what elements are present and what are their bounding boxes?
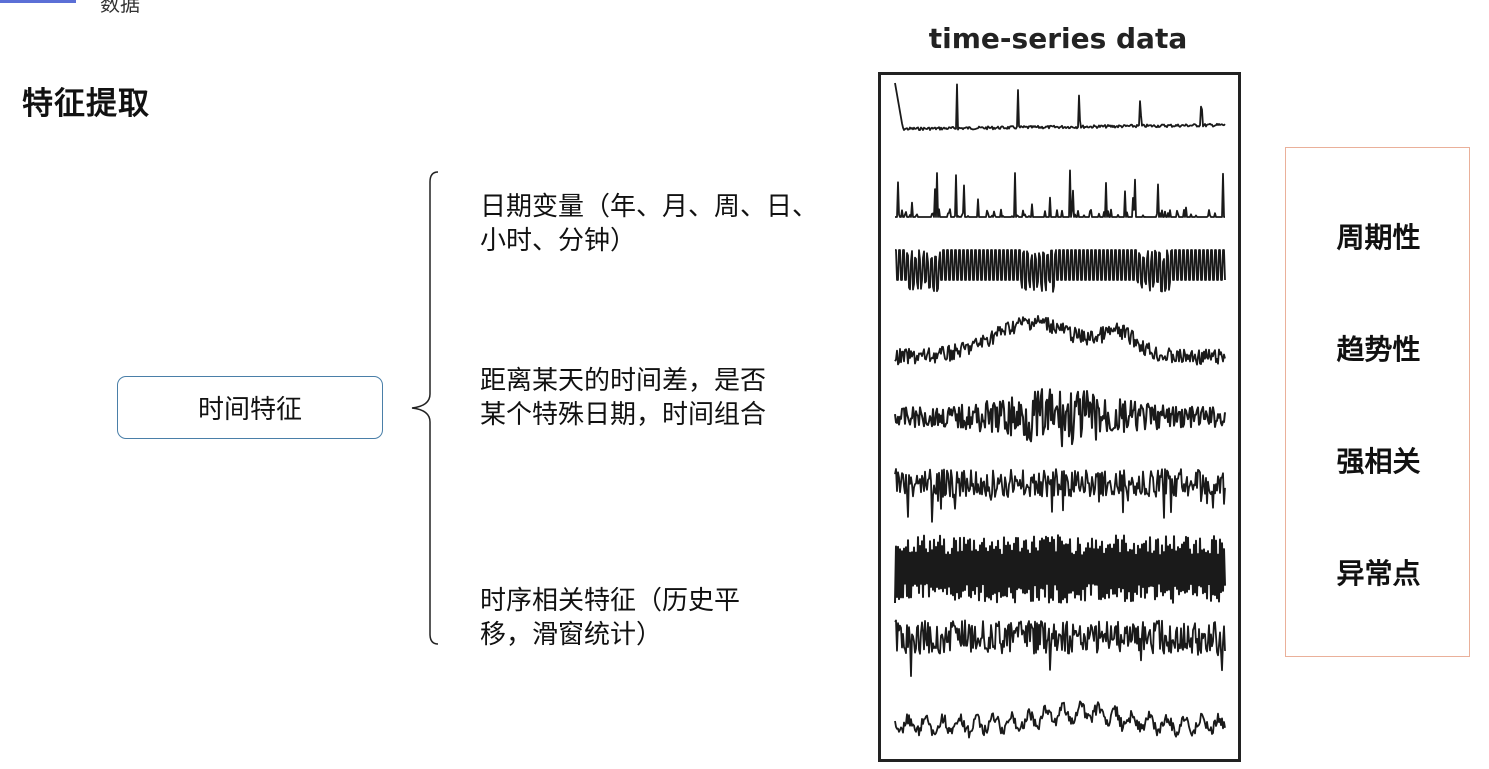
waveform-8 (894, 619, 1226, 677)
property-trend: 趋势性 (1336, 333, 1421, 366)
time-series-panel (878, 72, 1241, 762)
chart-title: time-series data (928, 22, 1188, 55)
root-node-label: 时间特征 (197, 395, 302, 425)
waveform-1 (894, 82, 1226, 131)
branch-line: 距离某天的时间差，是否 (480, 366, 767, 396)
top-tab-text: 数据 (100, 0, 140, 16)
waveform-3 (895, 249, 1226, 293)
waveform-9 (894, 700, 1226, 739)
branch-time-difference: 距离某天的时间差，是否 某个特殊日期，时间组合 (480, 364, 766, 432)
top-tab-indicator (0, 0, 76, 3)
properties-box: 周期性 趋势性 强相关 异常点 (1285, 147, 1470, 657)
branch-line: 某个特殊日期，时间组合 (480, 400, 767, 430)
property-periodicity: 周期性 (1336, 221, 1421, 254)
property-anomaly: 异常点 (1336, 557, 1421, 590)
root-node-time-features: 时间特征 (117, 376, 383, 439)
branch-line: 日期变量（年、月、周、日、 (480, 192, 819, 222)
branch-series-features: 时序相关特征（历史平 移，滑窗统计） (480, 584, 740, 652)
time-series-waveforms (894, 82, 1226, 739)
waveform-6 (894, 468, 1226, 523)
property-correlation: 强相关 (1336, 445, 1421, 478)
branch-line: 移，滑窗统计） (480, 620, 663, 650)
branch-date-variables: 日期变量（年、月、周、日、 小时、分钟） (480, 190, 818, 258)
branch-line: 小时、分钟） (480, 226, 637, 256)
waveform-2 (895, 169, 1225, 218)
waveform-4 (894, 314, 1226, 366)
waveform-5 (894, 388, 1226, 448)
waveform-7 (894, 534, 1226, 604)
branch-line: 时序相关特征（历史平 (480, 586, 741, 616)
page-title: 特征提取 (22, 86, 150, 122)
curly-brace-connector (411, 171, 439, 645)
